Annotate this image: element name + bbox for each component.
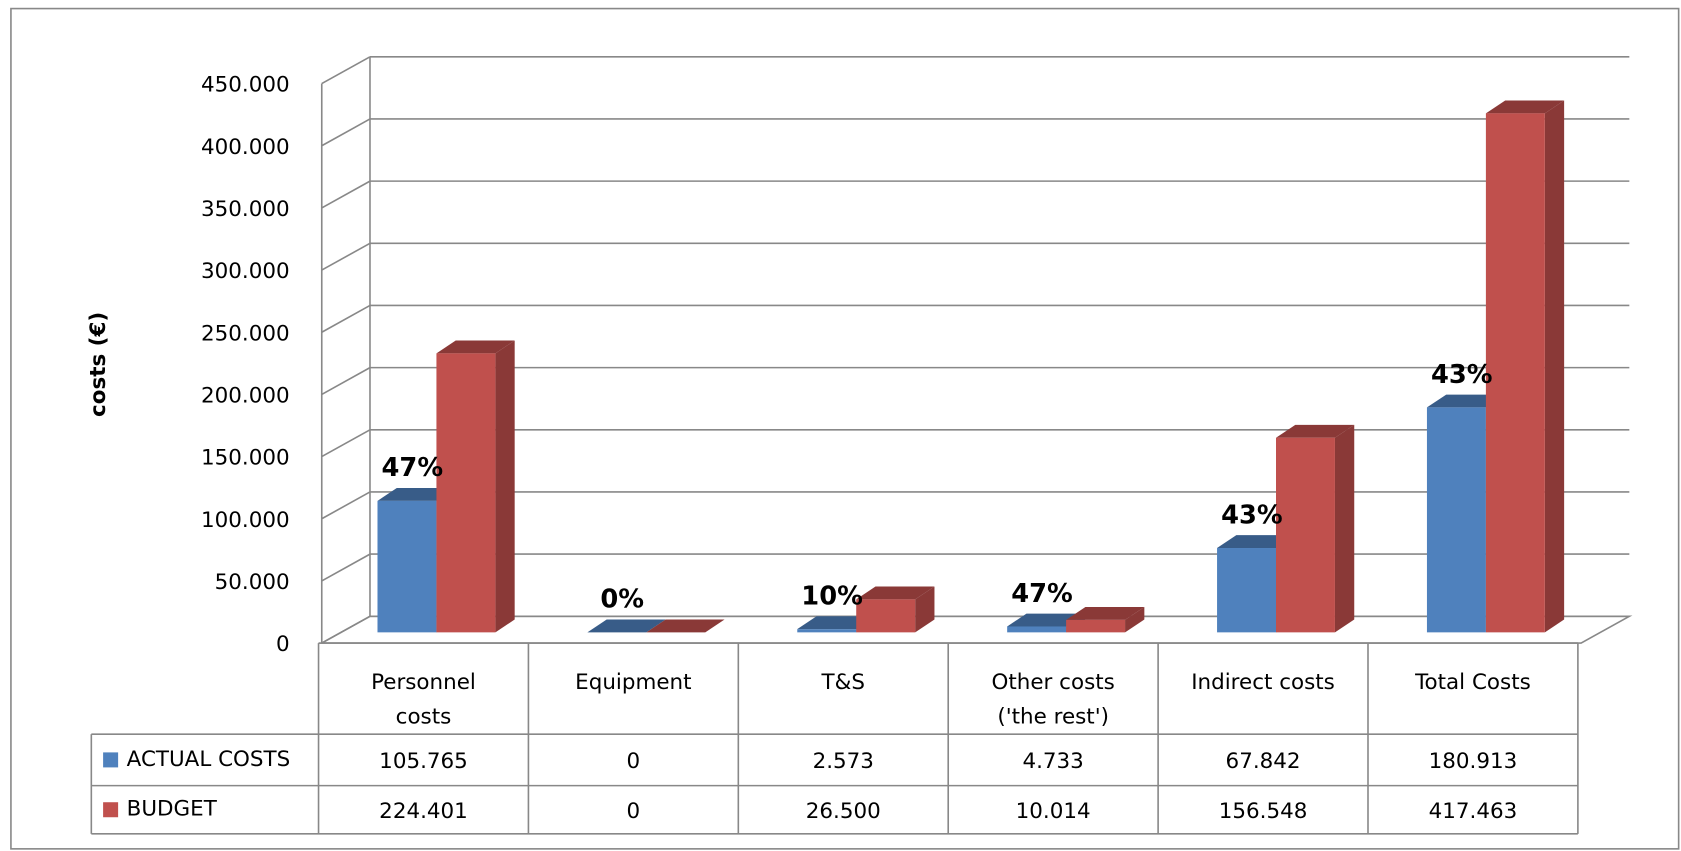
x-tick-label: Other costs ('the rest')	[991, 668, 1115, 729]
bar-top	[1276, 424, 1355, 438]
table-value: 0	[627, 799, 641, 824]
y-tick-label: 50.000	[215, 570, 290, 595]
legend-label: ACTUAL COSTS	[127, 747, 291, 772]
bar-side	[915, 586, 935, 633]
legend-swatch	[103, 752, 119, 768]
bar-top	[1066, 607, 1145, 620]
grid-line-side	[321, 615, 371, 644]
bar	[1276, 437, 1335, 633]
y-tick-label: 400.000	[201, 135, 290, 160]
category-cell: Indirect costs	[1191, 668, 1335, 695]
bar-top	[377, 487, 456, 501]
bar-side	[495, 340, 515, 633]
legend-label: BUDGET	[127, 797, 218, 822]
category-cell: Total Costs	[1415, 668, 1531, 695]
table-value: 2.573	[813, 749, 874, 774]
bar-top	[1007, 613, 1086, 627]
annotation: 47%	[1011, 579, 1073, 609]
x-tick-label: Equipment	[575, 668, 692, 695]
bar	[1485, 113, 1545, 633]
annotation: 10%	[801, 582, 863, 612]
y-tick-label: 300.000	[201, 259, 290, 284]
table-value: 67.842	[1226, 749, 1301, 774]
annotation: 43%	[1221, 500, 1283, 530]
bar-side	[1334, 424, 1355, 633]
annotation: 47%	[382, 453, 444, 483]
bar	[1217, 548, 1277, 633]
legend-swatch	[103, 802, 119, 818]
table-value: 105.765	[379, 749, 468, 774]
table-value: 417.463	[1429, 799, 1518, 824]
bar	[797, 629, 857, 633]
x-tick-label: Indirect costs	[1191, 668, 1335, 695]
y-tick-label: 150.000	[201, 446, 290, 471]
grid-line-side	[321, 180, 371, 209]
grid-line-side	[321, 429, 371, 458]
bar	[436, 353, 496, 633]
annotation: 43%	[1431, 360, 1493, 390]
table-value: 224.401	[379, 799, 468, 824]
bar	[1007, 626, 1067, 633]
y-axis-label: costs (€)	[86, 312, 111, 417]
bar	[1426, 407, 1486, 633]
grid-line-side	[321, 366, 371, 396]
category-cell: Equipment	[575, 668, 692, 695]
annotation: 0%	[600, 585, 644, 615]
category-cell: Personnel costs	[371, 668, 476, 729]
bar	[377, 500, 437, 633]
grid-line-side	[321, 553, 371, 582]
table-value: 26.500	[806, 799, 881, 824]
x-tick-label: Total Costs	[1415, 668, 1531, 695]
table-value: 10.014	[1016, 799, 1091, 824]
bar-side	[1125, 607, 1145, 633]
bar-top	[1217, 535, 1296, 549]
y-tick-label: 0	[276, 632, 290, 657]
bar-top	[856, 586, 935, 600]
bar	[856, 599, 916, 633]
category-cell: T&S	[821, 668, 865, 695]
grid-line-side	[321, 56, 371, 85]
bar-top	[646, 619, 725, 633]
y-tick-label: 100.000	[201, 508, 290, 533]
bar-top	[1485, 100, 1565, 114]
table-value: 156.548	[1219, 799, 1308, 824]
y-tick-label: 450.000	[201, 73, 290, 98]
y-tick-label: 250.000	[201, 321, 290, 346]
bar-top	[1426, 394, 1506, 408]
table-value: 0	[627, 749, 641, 774]
category-cell: Other costs ('the rest')	[991, 668, 1115, 729]
table-value: 4.733	[1022, 749, 1083, 774]
bar-top	[436, 340, 515, 354]
bar-top	[797, 616, 876, 630]
y-tick-label: 350.000	[201, 197, 290, 222]
bar-side	[1544, 100, 1565, 633]
bar-top	[587, 619, 666, 633]
grid-line-side	[321, 491, 371, 520]
grid-line-side	[321, 304, 371, 333]
grid-line-side	[321, 242, 371, 271]
bar	[1066, 619, 1126, 633]
x-tick-label: T&S	[821, 668, 865, 695]
y-tick-label: 200.000	[201, 384, 290, 409]
table-value: 180.913	[1429, 749, 1518, 774]
grid-line-side	[321, 118, 371, 147]
chart-border	[10, 7, 1680, 850]
x-tick-label: Personnel costs	[371, 668, 476, 729]
